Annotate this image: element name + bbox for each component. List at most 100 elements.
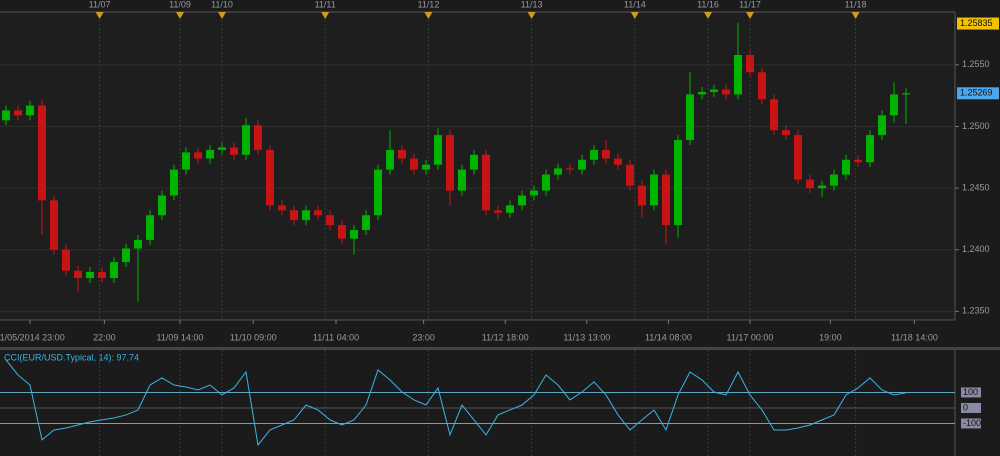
y-tick-label: 1.2550 xyxy=(962,59,990,69)
x-tick-label: 11/17 00:00 xyxy=(727,332,774,342)
candle-body xyxy=(866,135,874,163)
price-marker-label: 1.25269 xyxy=(960,88,993,98)
candle-body xyxy=(854,159,862,163)
candle-body xyxy=(890,94,898,116)
candle-body xyxy=(782,130,790,136)
date-marker xyxy=(95,12,104,19)
candle-body xyxy=(374,169,382,216)
candle-body xyxy=(86,271,94,279)
candle-body xyxy=(446,135,454,191)
date-label: 11/17 xyxy=(739,0,761,9)
candle-body xyxy=(542,174,550,191)
candle-body xyxy=(314,210,322,216)
candle-body xyxy=(290,210,298,221)
candle-body xyxy=(602,149,610,159)
candle-body xyxy=(530,190,538,196)
candle-body xyxy=(386,149,394,170)
date-marker xyxy=(424,12,433,19)
candle-body xyxy=(590,149,598,160)
date-marker xyxy=(746,12,754,19)
candle-body xyxy=(218,147,226,150)
candle-body xyxy=(242,125,250,155)
candle-body xyxy=(806,179,814,189)
date-marker xyxy=(527,12,536,19)
candle-body xyxy=(494,210,502,213)
x-tick-label: 22:00 xyxy=(93,332,116,342)
candle-body xyxy=(206,149,214,159)
candle-body xyxy=(746,54,754,73)
date-marker xyxy=(218,12,226,19)
date-label: 11/11 xyxy=(315,0,336,9)
candle-body xyxy=(734,54,742,95)
y-tick-label: 1.2450 xyxy=(962,182,990,192)
indicator-tick-box xyxy=(961,387,981,398)
date-marker xyxy=(851,12,860,19)
candle-body xyxy=(626,164,634,186)
candle-body xyxy=(458,169,466,191)
candle-body xyxy=(62,249,70,271)
candle-body xyxy=(122,248,130,263)
candle-body xyxy=(722,89,730,95)
date-label: 11/07 xyxy=(89,0,111,9)
candle-body xyxy=(398,149,406,159)
date-marker xyxy=(176,12,184,19)
candle-body xyxy=(758,72,766,100)
y-tick-label: 1.2500 xyxy=(962,121,990,131)
candle-body xyxy=(2,110,10,121)
candle-body xyxy=(422,164,430,170)
candle-body xyxy=(674,140,682,226)
candle-body xyxy=(902,93,910,95)
candle-body xyxy=(254,125,262,150)
date-label: 11/14 xyxy=(624,0,646,9)
x-tick-label: 11/18 14:00 xyxy=(891,332,938,342)
candle-body xyxy=(134,239,142,249)
x-tick-label: 11/09 14:00 xyxy=(157,332,204,342)
candle-body xyxy=(362,215,370,231)
x-tick-label: 11/05/2014 23:00 xyxy=(0,332,65,342)
candle-body xyxy=(266,149,274,206)
indicator-tick-label: 100 xyxy=(963,387,978,397)
y-tick-label: 1.2400 xyxy=(962,244,990,254)
indicator-tick-label: -100 xyxy=(963,418,981,428)
candle-body xyxy=(98,271,106,279)
candle-body xyxy=(818,185,826,189)
candle-body xyxy=(182,152,190,170)
candle-body xyxy=(14,110,22,116)
candle-body xyxy=(842,159,850,175)
panel-separator xyxy=(0,347,1000,350)
date-label: 11/18 xyxy=(845,0,867,9)
candle-body xyxy=(830,174,838,186)
candle-body xyxy=(74,270,82,279)
candle-body xyxy=(518,195,526,206)
date-marker xyxy=(630,12,639,19)
date-label: 11/16 xyxy=(697,0,719,9)
candle-body xyxy=(554,168,562,175)
candle-body xyxy=(50,200,58,250)
candle-body xyxy=(110,262,118,279)
indicator-tick-box xyxy=(961,418,981,429)
candle-body xyxy=(650,174,658,206)
candle-body xyxy=(482,154,490,211)
indicator-tick-box xyxy=(961,402,981,413)
candle-body xyxy=(566,168,574,170)
candle-body xyxy=(146,215,154,240)
candle-body xyxy=(38,105,46,201)
x-tick-label: 23:00 xyxy=(412,332,435,342)
candle-body xyxy=(410,158,418,170)
date-label: 11/13 xyxy=(521,0,543,9)
x-tick-label: 11/12 18:00 xyxy=(482,332,529,342)
candle-body xyxy=(638,185,646,206)
candle-body xyxy=(770,99,778,131)
candle-body xyxy=(302,210,310,221)
x-tick-label: 11/10 09:00 xyxy=(230,332,277,342)
date-marker xyxy=(704,12,712,19)
price-marker xyxy=(957,87,999,100)
candle-body xyxy=(326,215,334,226)
date-label: 11/10 xyxy=(211,0,233,9)
candle-body xyxy=(194,152,202,159)
candle-body xyxy=(578,159,586,170)
x-tick-label: 11/13 13:00 xyxy=(563,332,610,342)
date-label: 11/12 xyxy=(417,0,439,9)
candle-body xyxy=(338,225,346,239)
